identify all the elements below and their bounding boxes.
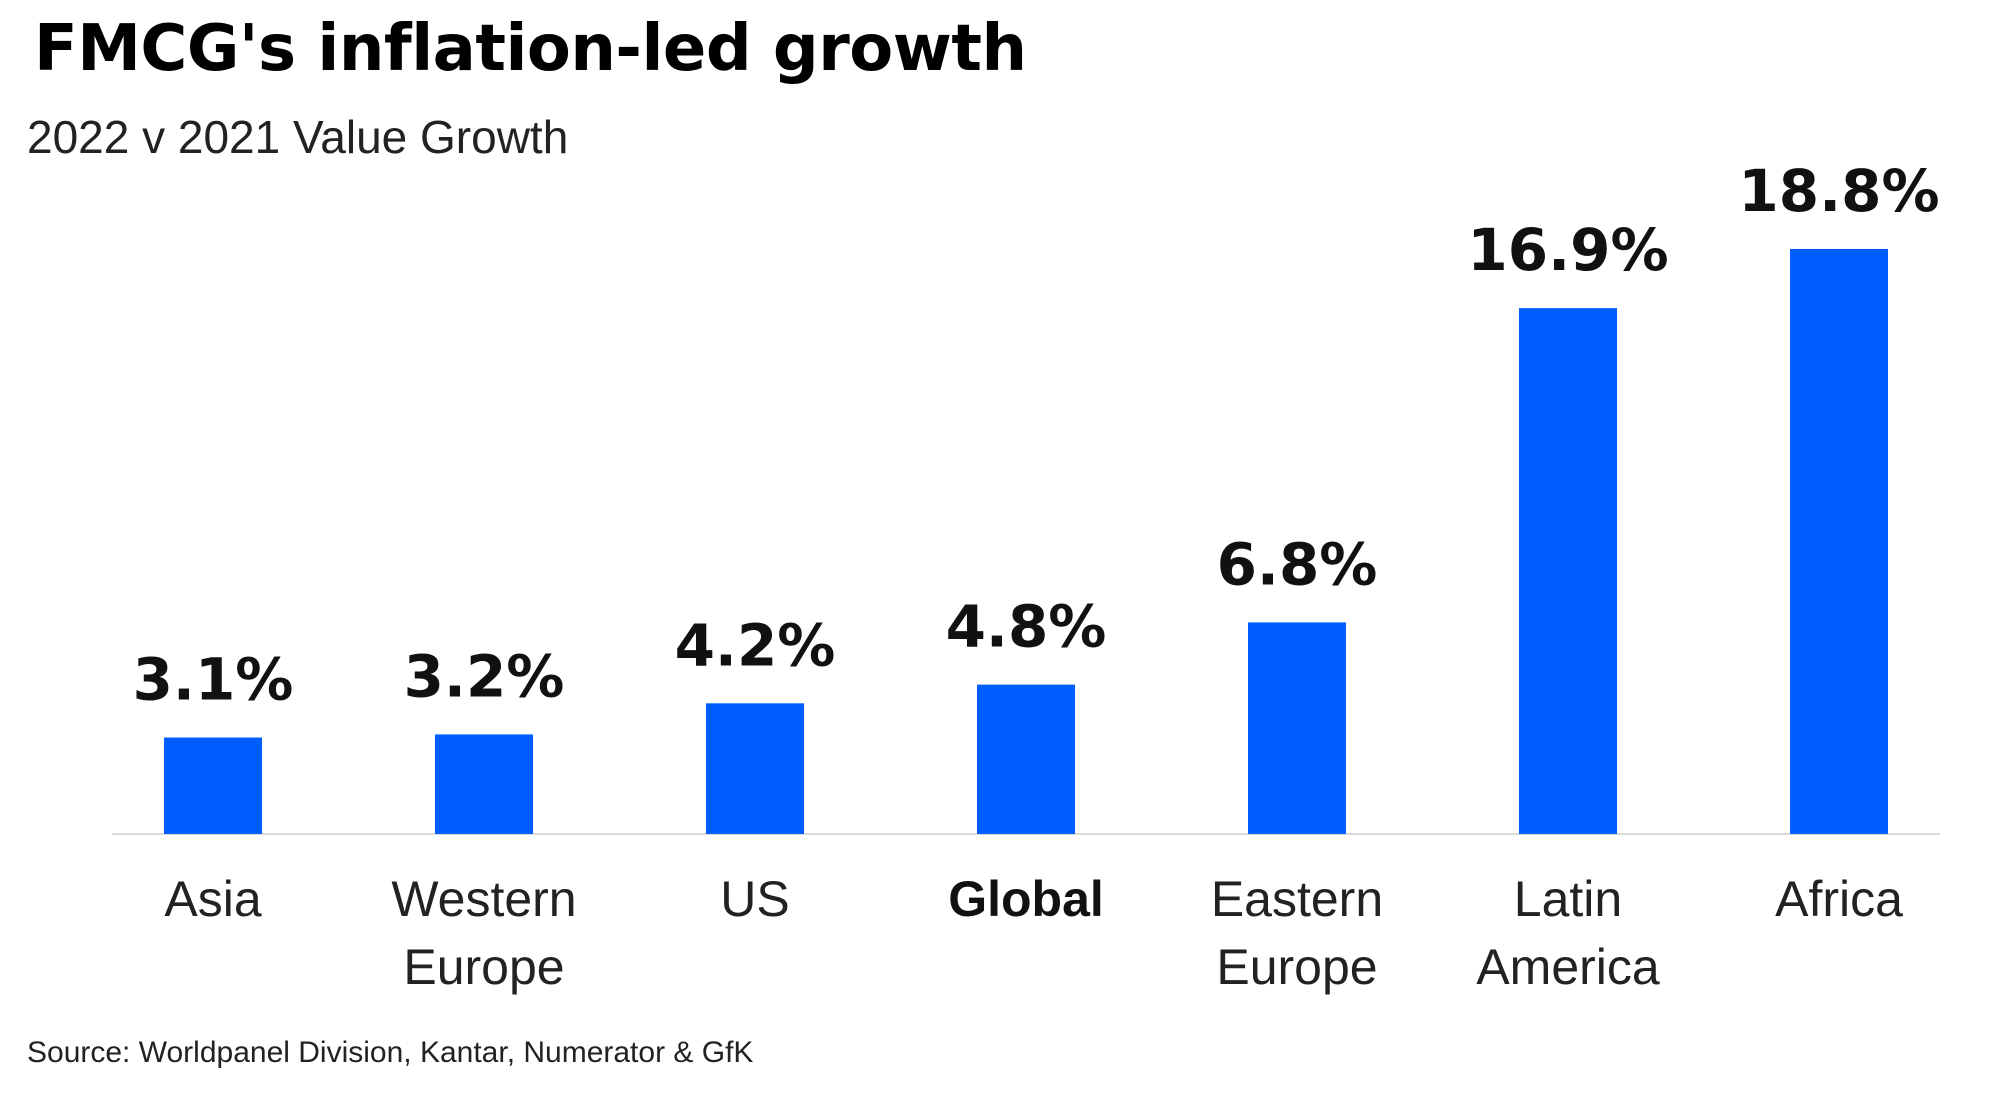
chart-subtitle: 2022 v 2021 Value Growth (27, 111, 569, 163)
bar-us (706, 703, 804, 834)
value-label-asia: 3.1% (133, 646, 294, 714)
category-labels-group: Asia Western Europe US Global Eastern Europe La… (164, 871, 1903, 995)
category-label-asia: Asia (164, 871, 261, 927)
value-label-global: 4.8% (946, 593, 1107, 661)
category-label-western-europe-line-2: Europe (403, 939, 564, 995)
bar-latin-america (1519, 308, 1617, 835)
category-label-us: US (720, 871, 789, 927)
bar-asia (164, 737, 262, 834)
category-label-latin-america-line-2: America (1476, 939, 1660, 995)
bars-group (164, 249, 1888, 835)
category-label-eastern-europe-line-2: Europe (1216, 939, 1377, 995)
bar-western-europe (435, 734, 533, 834)
category-label-eastern-europe-line-1: Eastern (1211, 871, 1383, 927)
category-label-latin-america-line-1: Latin (1514, 871, 1622, 927)
bar-africa (1790, 249, 1888, 834)
bar-global (977, 684, 1075, 834)
category-label-western-europe-line-1: Western (391, 871, 576, 927)
value-label-western-europe: 3.2% (404, 642, 565, 710)
chart-title: FMCG's inflation-led growth (34, 12, 1027, 86)
value-label-us: 4.2% (675, 611, 836, 679)
category-label-africa: Africa (1775, 871, 1903, 927)
value-label-africa: 18.8% (1738, 157, 1939, 225)
source-note: Source: Worldpanel Division, Kantar, Num… (27, 1036, 754, 1069)
bar-eastern-europe (1248, 622, 1346, 834)
category-label-global: Global (948, 871, 1104, 927)
value-label-eastern-europe: 6.8% (1217, 530, 1378, 598)
value-label-latin-america: 16.9% (1467, 216, 1668, 284)
value-labels-group: 3.1% 3.2% 4.2% 4.8% 6.8% 16.9% 18.8% (133, 157, 1940, 714)
